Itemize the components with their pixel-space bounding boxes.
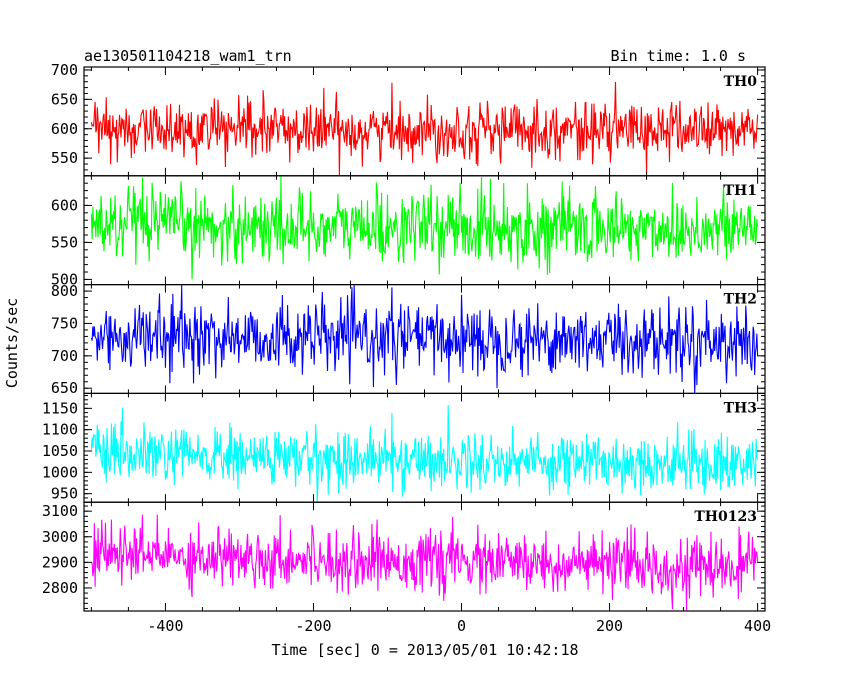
y-tick-label: 1000 — [42, 463, 78, 481]
y-tick-label: 800 — [51, 282, 78, 300]
series-line-th1 — [90, 176, 759, 280]
y-tick-label: 750 — [51, 314, 78, 332]
y-tick-label: 550 — [51, 149, 78, 167]
y-tick-label: 700 — [51, 347, 78, 365]
chart-title: ae130501104218_wam1_trn — [84, 47, 292, 65]
y-tick-label: 700 — [51, 61, 78, 79]
y-tick-label: 2800 — [42, 579, 78, 597]
series-line-th3 — [90, 404, 759, 502]
y-axis-label: Counts/sec — [3, 298, 21, 388]
series-line-th0123 — [91, 514, 759, 611]
y-tick-label: 550 — [51, 233, 78, 251]
x-tick-label: -400 — [147, 617, 183, 635]
bin-time-label: Bin time: 1.0 s — [611, 47, 746, 65]
x-tick-label: 200 — [596, 617, 623, 635]
y-tick-label: 650 — [51, 379, 78, 397]
y-tick-label: 500 — [51, 270, 78, 288]
series-line-th0 — [90, 81, 759, 176]
y-tick-label: 950 — [51, 485, 78, 503]
panel-label-th0123: TH0123 — [694, 509, 757, 525]
panel-label-th1: TH1 — [724, 183, 757, 199]
panel-label-th3: TH3 — [724, 400, 757, 416]
series-line-th2 — [90, 285, 759, 393]
y-tick-label: 3000 — [42, 528, 78, 546]
panel-label-th2: TH2 — [724, 292, 757, 308]
x-tick-label: 0 — [457, 617, 466, 635]
y-tick-label: 1050 — [42, 442, 78, 460]
x-tick-label: -200 — [295, 617, 331, 635]
y-tick-label: 1100 — [42, 421, 78, 439]
panels-group: 550 600 650 700 TH0 500 550 600 TH1 650 700 750 800 T… — [42, 61, 771, 635]
y-tick-label: 3100 — [42, 502, 78, 520]
y-tick-label: 600 — [51, 196, 78, 214]
y-tick-label: 2900 — [42, 553, 78, 571]
y-tick-label: 600 — [51, 120, 78, 138]
y-tick-label: 650 — [51, 90, 78, 108]
panel-label-th0: TH0 — [724, 74, 758, 90]
x-tick-label: 400 — [744, 617, 771, 635]
x-axis-label: Time [sec] 0 = 2013/05/01 10:42:18 — [271, 641, 578, 659]
y-tick-label: 1150 — [42, 399, 78, 417]
